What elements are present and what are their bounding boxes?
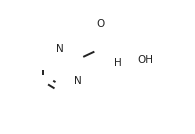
Text: N: N [56, 44, 64, 54]
Text: OH: OH [138, 55, 154, 65]
Text: H: H [114, 58, 121, 68]
Text: O: O [96, 19, 104, 29]
Text: N: N [114, 51, 121, 61]
Text: N: N [74, 76, 81, 86]
